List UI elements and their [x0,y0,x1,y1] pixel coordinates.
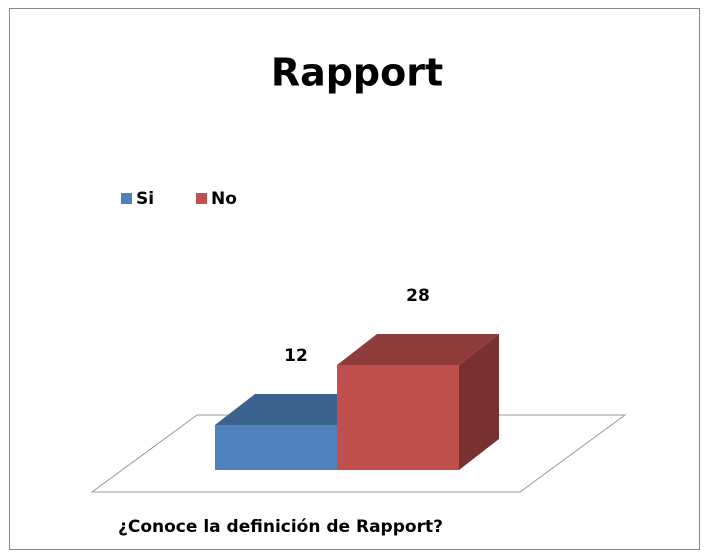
chart-title: Rapport [271,51,443,95]
bar-side [459,334,499,470]
data-label: 28 [406,286,430,306]
legend-label: No [211,189,237,209]
bar [337,365,459,470]
legend-label: Si [136,189,154,209]
bar-top [337,334,499,365]
bar-top [215,394,377,425]
legend-swatch [196,193,207,204]
bar [215,425,337,470]
legend-swatch [121,193,132,204]
category-label: ¿Conoce la definición de Rapport? [118,517,443,537]
data-label: 12 [284,346,308,366]
